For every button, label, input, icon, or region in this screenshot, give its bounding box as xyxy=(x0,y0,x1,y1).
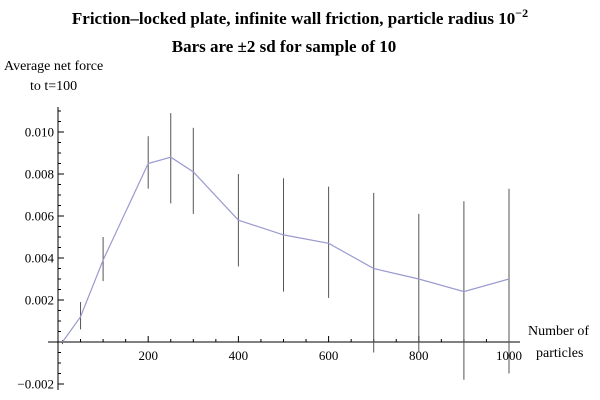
y-tick-label: −0.002 xyxy=(17,377,54,392)
y-tick-label: 0.010 xyxy=(25,125,54,140)
x-tick-label: 800 xyxy=(409,348,429,363)
series-line-mean xyxy=(62,156,510,343)
y-axis-label-line-2: to t=100 xyxy=(30,79,77,94)
x-tick-label: 200 xyxy=(138,348,158,363)
y-axis-label-line-1: Average net force xyxy=(4,59,103,74)
y-tick-label: 0.004 xyxy=(25,251,55,266)
chart-title: Friction–locked plate, infinite wall fri… xyxy=(72,6,528,28)
chart-title-exponent: −2 xyxy=(515,6,528,20)
x-tick-label: 600 xyxy=(319,348,339,363)
x-tick-label: 400 xyxy=(229,348,249,363)
error-bars xyxy=(62,113,510,380)
y-tick-label: 0.008 xyxy=(25,167,54,182)
axis-ticks: −0.002 0.002 0.004 0.006 0.008 0.010 200 400 600… xyxy=(17,110,522,392)
y-tick-label: 0.002 xyxy=(25,293,54,308)
chart-subtitle: Bars are ±2 sd for sample of 10 xyxy=(172,37,397,56)
x-axis-label-line-1: Number of xyxy=(528,324,589,339)
x-axis-label-line-2: particles xyxy=(536,346,583,361)
y-tick-label: 0.006 xyxy=(25,209,55,224)
